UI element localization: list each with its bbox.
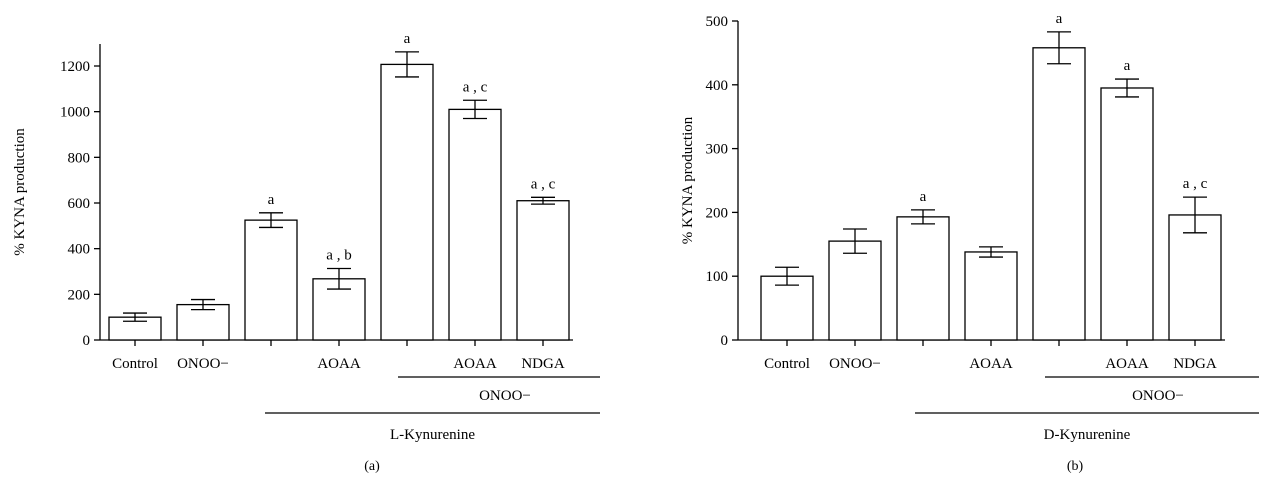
y-tick-label: 0 — [83, 333, 91, 349]
y-tick-label: 500 — [706, 14, 729, 30]
y-tick-label: 1000 — [60, 105, 90, 121]
category-label: ONOO− — [177, 356, 229, 372]
category-label: NDGA — [521, 356, 564, 372]
bar — [828, 240, 882, 341]
y-axis-label: % KYNA production — [680, 116, 696, 244]
significance-label: a , c — [463, 79, 488, 95]
y-axis-label: % KYNA production — [12, 128, 28, 256]
bar — [516, 200, 570, 341]
significance-label: a , c — [531, 176, 556, 192]
bar — [964, 251, 1018, 341]
category-label: Control — [112, 356, 158, 372]
panel-a: 0 200 400 600 800 1000 1200 % KYNA production Co… — [12, 31, 600, 474]
bar — [760, 275, 814, 341]
group-label-kynurenine: L-Kynurenine — [390, 427, 475, 443]
group-label-kynurenine: D-Kynurenine — [1044, 427, 1131, 443]
y-tick-label: 800 — [68, 150, 91, 166]
bar — [448, 108, 502, 341]
y-tick-label: 300 — [706, 142, 729, 158]
significance-label: a , c — [1183, 176, 1208, 192]
category-label: AOAA — [317, 356, 360, 372]
significance-label: a — [404, 31, 411, 47]
significance-label: a — [1124, 58, 1131, 74]
panel-label: (a) — [364, 459, 380, 474]
y-tick-label: 200 — [706, 205, 729, 221]
y-tick-label: 1200 — [60, 59, 90, 75]
category-label: AOAA — [969, 356, 1012, 372]
bar — [1168, 214, 1222, 341]
significance-label: a — [1056, 11, 1063, 27]
panel-label: (b) — [1067, 459, 1084, 474]
significance-label: a , b — [326, 248, 351, 264]
category-label: Control — [764, 356, 810, 372]
y-tick-label: 600 — [68, 196, 91, 212]
y-tick-label: 100 — [706, 269, 729, 285]
category-label: NDGA — [1173, 356, 1216, 372]
y-tick-label: 400 — [68, 242, 91, 258]
bar — [244, 219, 298, 341]
group-label-onoo: ONOO− — [479, 388, 531, 404]
bar — [1100, 87, 1154, 341]
bar — [1032, 47, 1086, 341]
category-label: AOAA — [1105, 356, 1148, 372]
y-tick-label: 200 — [68, 287, 91, 303]
y-tick-label: 0 — [721, 333, 729, 349]
bar — [896, 216, 950, 341]
group-label-onoo: ONOO− — [1132, 388, 1184, 404]
significance-label: a — [268, 192, 275, 208]
significance-label: a — [920, 189, 927, 205]
panel-b: 0 100 200 300 400 500 % KYNA production Control… — [680, 11, 1259, 474]
bar — [380, 63, 434, 341]
category-label: ONOO− — [829, 356, 881, 372]
y-tick-label: 400 — [706, 78, 729, 94]
category-label: AOAA — [453, 356, 496, 372]
